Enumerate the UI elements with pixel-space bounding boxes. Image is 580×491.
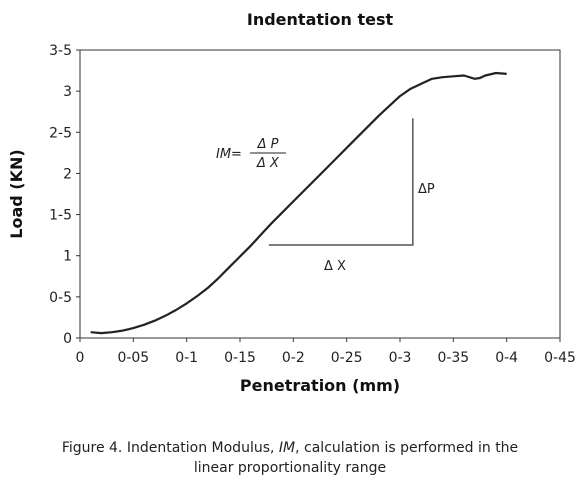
y-tick-label: 0-5 [49,290,72,306]
plot-frame [79,49,561,339]
modulus-formula: IM= Δ P Δ X [216,137,286,171]
y-tick-label: 2 [63,166,72,182]
y-axis-ticks: 0 0-5 1 1-5 2 2-5 3 3-5 [49,43,80,347]
figure-caption: Figure 4. Indentation Modulus, IM, calcu… [20,438,560,478]
y-tick-label: 3 [63,84,72,100]
indentation-chart: Indentation test 0 0-05 0-1 0-15 0-2 0-25 0-3 0… [7,10,576,395]
x-tick-label: 0 [76,350,85,366]
y-axis-label: Load (KN) [7,149,26,238]
x-tick-label: 0-15 [224,350,256,366]
formula-numerator: Δ P [257,137,279,152]
x-tick-label: 0-05 [117,350,149,366]
y-tick-label: 1-5 [49,208,72,224]
delta-x-label: Δ X [324,259,346,274]
chart-title: Indentation test [247,10,394,29]
y-tick-label: 0 [63,331,72,347]
slope-triangle [268,118,414,246]
x-tick-label: 0-35 [437,350,469,366]
y-tick-label: 3-5 [49,43,72,59]
y-tick-label: 1 [63,249,72,265]
formula-lhs: IM= [216,147,242,162]
x-tick-label: 0-45 [544,350,576,366]
x-axis-ticks: 0 0-05 0-1 0-15 0-2 0-25 0-3 0-35 0-4 0-45 [76,338,576,366]
caption-line-2: linear proportionality range [193,460,387,476]
delta-p-label: ΔP [418,182,435,197]
x-tick-label: 0-1 [175,350,198,366]
x-tick-label: 0-4 [495,350,518,366]
x-axis-label: Penetration (mm) [240,376,400,395]
load-penetration-curve [90,71,507,335]
x-tick-label: 0-25 [331,350,363,366]
x-tick-label: 0-3 [389,350,412,366]
y-tick-label: 2-5 [49,125,72,141]
formula-denominator: Δ X [256,156,280,171]
x-tick-label: 0-2 [282,350,305,366]
caption-line-1: Figure 4. Indentation Modulus, IM, calcu… [61,440,519,456]
